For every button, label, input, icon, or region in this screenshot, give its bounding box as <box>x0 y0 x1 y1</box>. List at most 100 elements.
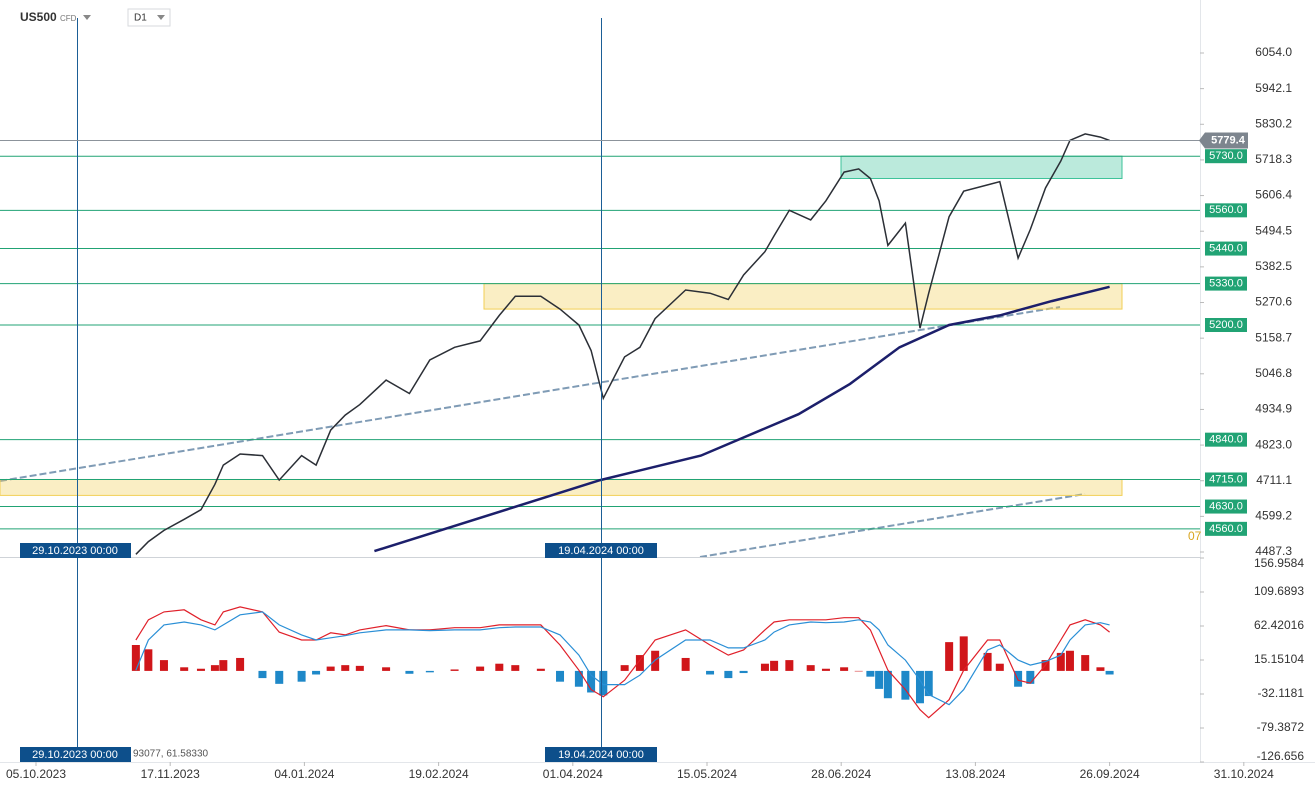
histogram-bar <box>556 670 565 682</box>
histogram-bar <box>806 665 815 671</box>
histogram-bar <box>724 670 733 679</box>
histogram-bar <box>1056 652 1065 671</box>
y-tick-label: 5046.8 <box>1255 366 1292 380</box>
price-panel <box>0 133 1200 557</box>
histogram-bar <box>495 663 504 671</box>
histogram-bar <box>785 660 794 671</box>
histogram-bar <box>587 670 596 693</box>
histogram-bar <box>476 666 485 671</box>
indicator-legend: 93077, 61.58330 <box>133 749 209 760</box>
histogram-bar <box>821 668 830 671</box>
crosshair-tag <box>545 747 657 762</box>
histogram-bar <box>635 655 644 671</box>
level-tag <box>1205 241 1247 256</box>
y-tick-label: 156.9584 <box>1254 556 1304 570</box>
level-label: 5730.0 <box>1209 150 1243 162</box>
histogram-bar <box>739 670 748 674</box>
histogram-bar <box>159 660 168 671</box>
histogram-bar <box>983 652 992 671</box>
crosshair-tag <box>20 747 131 762</box>
y-tick-label: 5382.5 <box>1255 259 1292 273</box>
symbol[interactable]: US500 <box>20 10 57 24</box>
histogram-bar <box>297 670 306 682</box>
level-label: 4560.0 <box>1209 523 1243 535</box>
histogram-bar <box>326 666 335 671</box>
histogram-bar <box>681 657 690 671</box>
histogram-bar <box>924 670 933 697</box>
histogram-bar <box>945 642 954 671</box>
zone <box>840 155 1123 179</box>
histogram-bar <box>915 670 924 704</box>
histogram-bar <box>341 665 350 671</box>
x-tick-label: 04.01.2024 <box>274 767 334 781</box>
trendline <box>699 493 1086 557</box>
y-tick-label: -126.656 <box>1257 749 1305 763</box>
histogram-bar <box>840 667 849 671</box>
x-tick-label: 01.04.2024 <box>543 767 603 781</box>
current-price-label: 5779.4 <box>1211 134 1246 146</box>
histogram-bar <box>312 670 321 675</box>
histogram-bar <box>1065 650 1074 671</box>
y-tick-label: 4934.9 <box>1255 402 1292 416</box>
histogram-bar <box>144 649 153 671</box>
histogram-bar <box>450 669 459 671</box>
x-tick-label: 17.11.2023 <box>141 767 200 781</box>
trendline <box>0 306 1061 482</box>
histogram-bar <box>382 667 391 671</box>
y-tick-label: 4823.0 <box>1255 437 1292 451</box>
symbol-kind: CFD <box>60 14 77 23</box>
y-tick-label: 5942.1 <box>1255 81 1292 95</box>
histogram-bar <box>959 636 968 671</box>
x-tick-label: 19.02.2024 <box>409 767 469 781</box>
histogram-bar <box>995 663 1004 671</box>
histogram-bar <box>210 665 219 671</box>
histogram-bar <box>258 670 267 679</box>
indicator-panel <box>131 606 1114 719</box>
histogram-bar <box>196 668 205 671</box>
histogram-bar <box>875 670 884 689</box>
current-price-tag <box>1199 132 1248 149</box>
histogram-bar <box>901 670 910 700</box>
histogram-bar <box>1026 670 1035 684</box>
histogram-bar <box>131 645 140 671</box>
y-tick-label: 5718.3 <box>1255 152 1292 166</box>
level-tag <box>1205 203 1247 218</box>
histogram-bar <box>425 670 434 673</box>
histogram-bar <box>866 670 875 677</box>
y-tick-label: 5606.4 <box>1255 188 1292 202</box>
y-tick-label: 5830.2 <box>1255 116 1292 130</box>
level-tag <box>1205 149 1247 164</box>
y-tick-label: 5158.7 <box>1255 330 1292 344</box>
x-tick-label: 05.10.2023 <box>6 767 66 781</box>
level-tag <box>1205 276 1247 291</box>
crosshair-label: 19.04.2024 00:00 <box>558 545 644 557</box>
y-tick-label: -79.3872 <box>1257 720 1305 734</box>
interval-select[interactable] <box>127 8 171 27</box>
interval-dropdown[interactable] <box>157 15 165 20</box>
zone <box>483 283 1123 310</box>
y-tick-label: 109.6893 <box>1254 584 1304 598</box>
crosshair-label: 19.04.2024 00:00 <box>558 749 644 761</box>
histogram-bar <box>854 670 863 672</box>
y-tick-label: 4487.3 <box>1255 544 1292 558</box>
histogram-bar <box>219 660 228 671</box>
level-label: 4715.0 <box>1209 473 1243 485</box>
level-label: 5440.0 <box>1209 242 1243 254</box>
x-tick-label: 26.09.2024 <box>1080 767 1140 781</box>
level-label: 4630.0 <box>1209 500 1243 512</box>
y-tick-label: 15.15104 <box>1254 652 1304 666</box>
y-tick-label: -32.1181 <box>1258 686 1305 700</box>
level-tag <box>1205 318 1247 333</box>
crosshair-label: 29.10.2023 00:00 <box>32 749 118 761</box>
level-tag <box>1205 499 1247 514</box>
price-line <box>135 133 1110 555</box>
symbol-dropdown[interactable] <box>83 15 91 20</box>
histogram-bar <box>1081 655 1090 671</box>
histogram-bar <box>760 663 769 671</box>
histogram-bar <box>599 670 608 696</box>
level-label: 5560.0 <box>1209 204 1243 216</box>
indicator-line <box>135 606 1110 719</box>
histogram-bar <box>1105 670 1114 675</box>
histogram-bar <box>620 665 629 671</box>
histogram-bar <box>511 665 520 671</box>
